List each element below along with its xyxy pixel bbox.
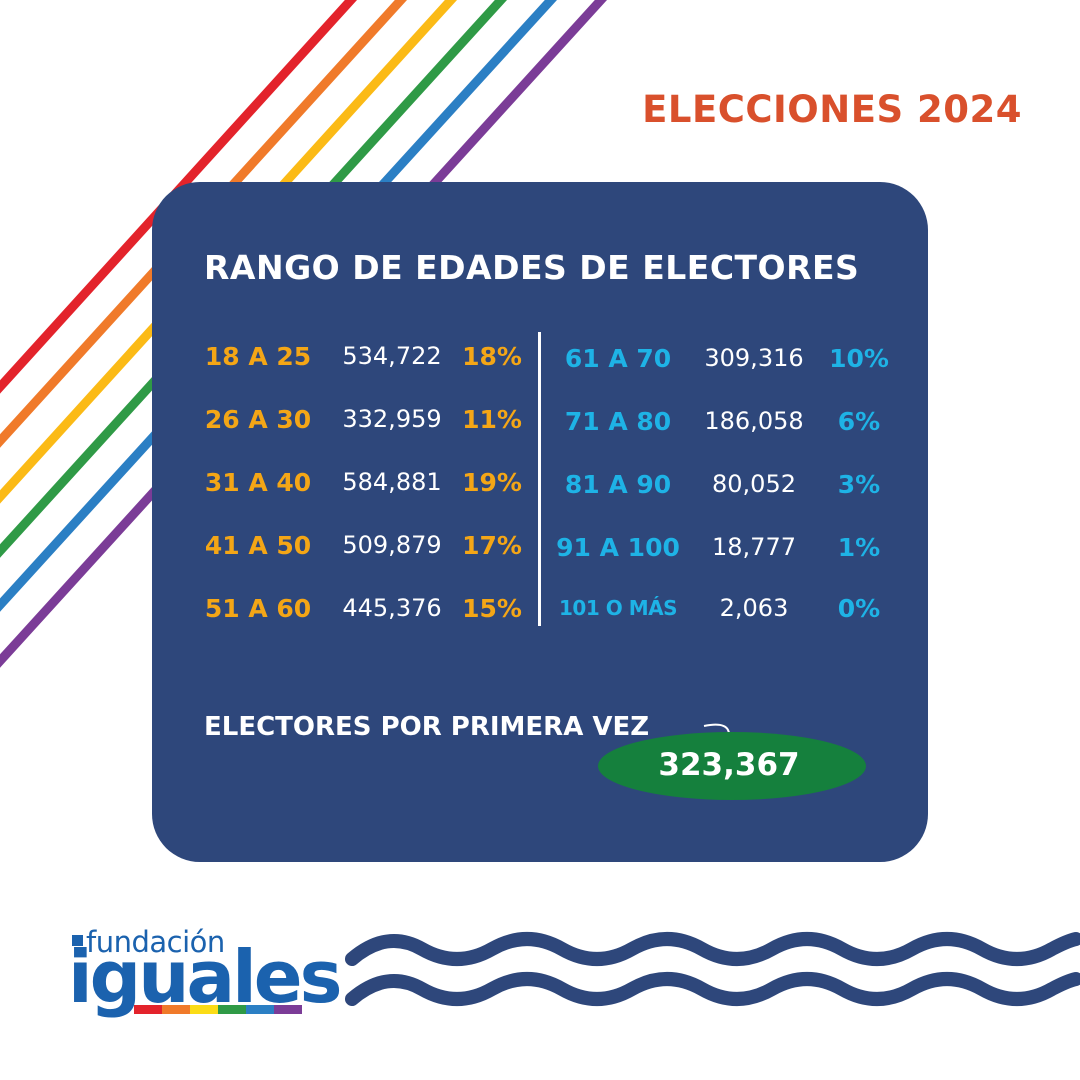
elector-count: 80,052 (712, 470, 796, 498)
elector-percent: 0% (837, 593, 881, 623)
age-range-label: 91 A 100 (556, 532, 680, 562)
elector-count: 2,063 (719, 594, 789, 622)
age-row: 51 A 60 445,376 15% (194, 588, 522, 628)
logo-top-text: fundación (86, 925, 225, 959)
decorative-waves (345, 932, 1080, 1006)
age-row: 71 A 80 186,058 6% (556, 401, 890, 441)
age-row: 61 A 70 309,316 10% (556, 338, 890, 378)
column-divider (538, 332, 541, 626)
card-title: RANGO DE EDADES DE ELECTORES (204, 248, 860, 287)
elector-count: 18,777 (712, 533, 796, 561)
elector-percent: 18% (462, 341, 522, 371)
age-range-label: 41 A 50 (204, 530, 312, 560)
page-title: ELECCIONES 2024 (642, 88, 1022, 131)
age-row: 18 A 25 534,722 18% (194, 336, 522, 376)
elector-percent: 10% (829, 343, 889, 373)
fundacion-iguales-logo: fundación iguales (68, 925, 342, 1025)
elector-count: 332,959 (342, 405, 442, 433)
elector-percent: 11% (462, 404, 522, 434)
age-range-label: 61 A 70 (564, 343, 672, 373)
elector-count: 445,376 (342, 594, 442, 622)
elector-count: 509,879 (342, 531, 442, 559)
age-range-label: 18 A 25 (204, 341, 312, 371)
first-time-voters-badge (598, 732, 866, 800)
elector-count: 309,316 (704, 344, 804, 372)
elector-percent: 6% (837, 406, 881, 436)
age-row: 91 A 100 18,777 1% (556, 527, 890, 567)
logo-rainbow-bar (134, 1005, 302, 1014)
logo-square-icon (72, 935, 83, 946)
age-range-label: 71 A 80 (564, 406, 672, 436)
age-row: 26 A 30 332,959 11% (194, 399, 522, 439)
elector-count: 186,058 (704, 407, 804, 435)
elector-percent: 19% (462, 467, 522, 497)
age-row: 31 A 40 584,881 19% (194, 462, 522, 502)
elector-percent: 3% (837, 469, 881, 499)
age-range-label: 26 A 30 (204, 404, 312, 434)
age-row: 101 O MÁS 2,063 0% (556, 588, 890, 628)
age-row: 41 A 50 509,879 17% (194, 525, 522, 565)
first-time-voters-value: 323,367 (658, 747, 800, 783)
elector-percent: 15% (462, 593, 522, 623)
age-range-label: 101 O MÁS (559, 596, 677, 620)
age-range-label: 31 A 40 (204, 467, 312, 497)
age-row: 81 A 90 80,052 3% (556, 464, 890, 504)
elector-percent: 1% (837, 532, 881, 562)
age-range-label: 51 A 60 (204, 593, 312, 623)
elector-percent: 17% (462, 530, 522, 560)
first-time-voters-label: ELECTORES POR PRIMERA VEZ (204, 712, 650, 742)
age-range-card: RANGO DE EDADES DE ELECTORES 18 A 25 534… (152, 182, 928, 862)
elector-count: 534,722 (342, 342, 442, 370)
age-range-label: 81 A 90 (564, 469, 672, 499)
elector-count: 584,881 (342, 468, 442, 496)
